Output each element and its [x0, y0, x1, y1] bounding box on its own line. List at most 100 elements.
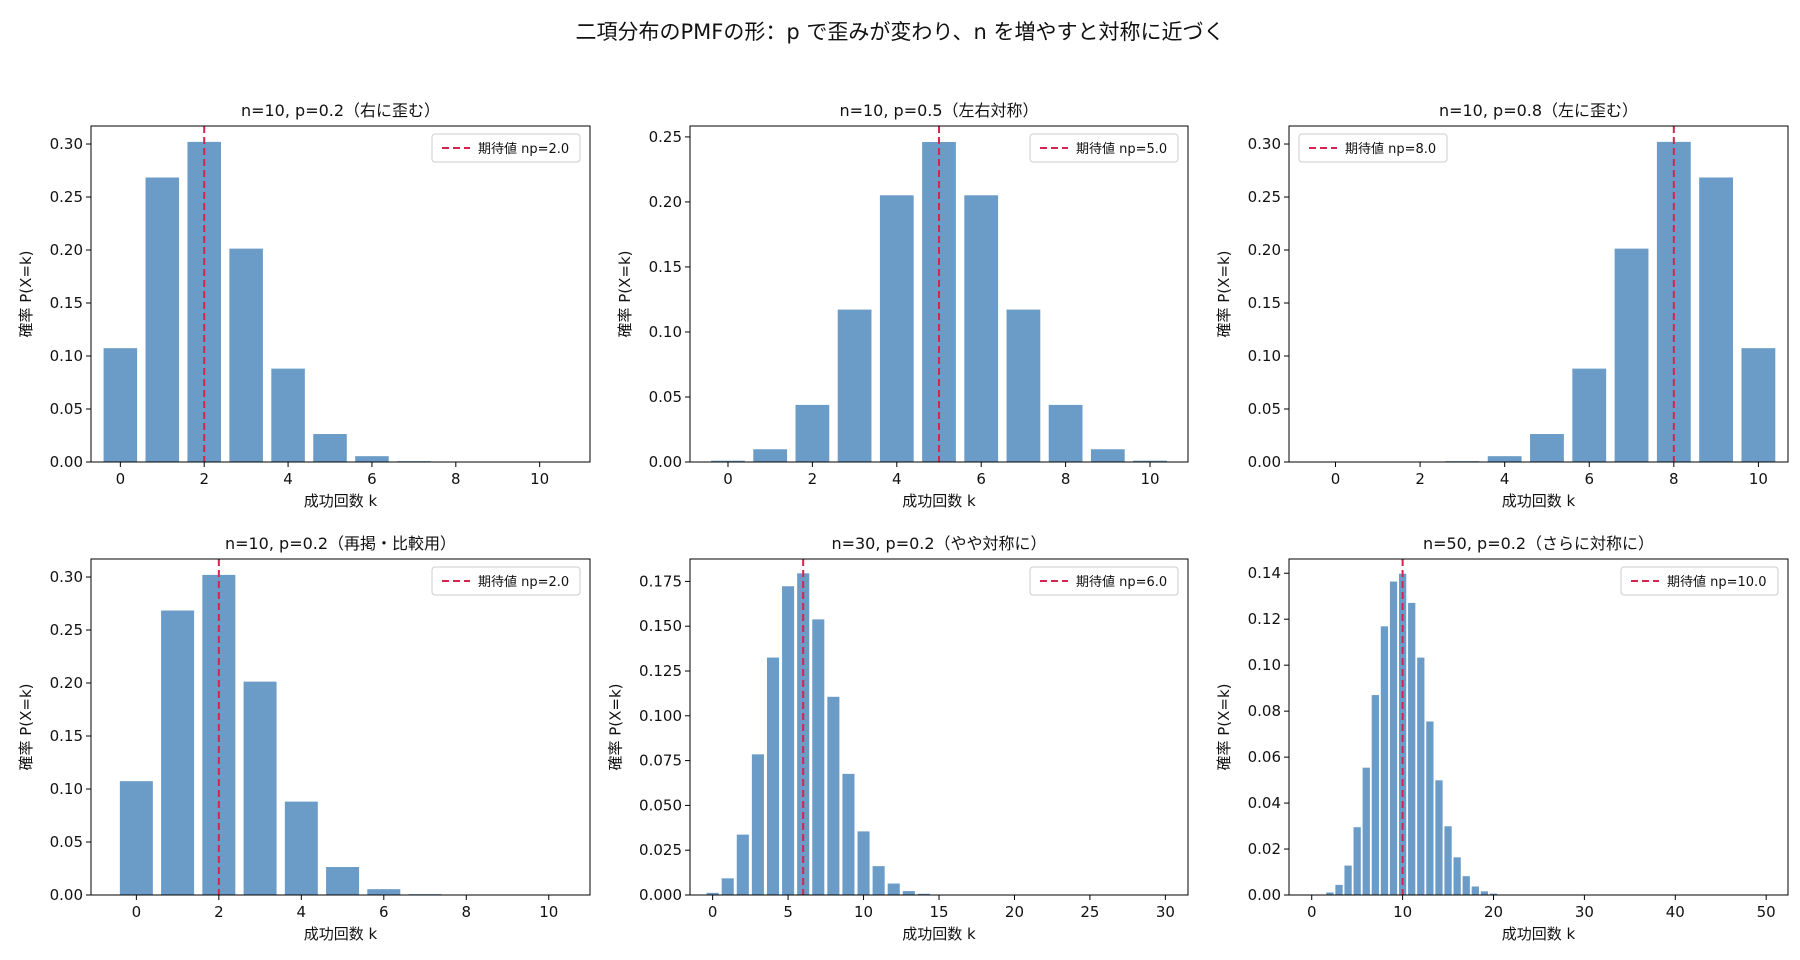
- axes-frame: [1288, 558, 1789, 896]
- panel-1: 0 2 4 6 8 10 0.00 0.05 0.10 0.15 0.20 0.25 0.30 n=10,…: [17, 101, 591, 510]
- x-tick-label: 40: [1666, 903, 1685, 921]
- y-tick-label: 0.00: [50, 886, 83, 904]
- panel-3: 0 2 4 6 8 10 0.00 0.05 0.10 0.15 0.20 0.25 0.30 n=10,…: [1215, 101, 1789, 510]
- y-tick-label: 0.00: [50, 453, 83, 471]
- x-tick-label: 10: [1749, 470, 1768, 488]
- x-tick-label: 20: [1005, 903, 1024, 921]
- x-tick-label: 4: [1500, 470, 1510, 488]
- bar: [1614, 248, 1649, 462]
- bar: [284, 801, 318, 895]
- legend-box: [1620, 566, 1779, 596]
- bar: [145, 177, 180, 462]
- x-tick-label: 30: [1575, 903, 1594, 921]
- figure-title: 二項分布のPMFの形：p で歪みが変わり、n を増やすと対称に近づく: [575, 20, 1224, 44]
- x-tick-label: 0: [116, 470, 126, 488]
- bar: [1489, 893, 1498, 895]
- legend-box: [1029, 133, 1179, 163]
- bar: [1133, 460, 1167, 462]
- y-tick-label: 0.00: [1248, 453, 1281, 471]
- bar: [782, 586, 795, 895]
- x-tick-label: 10: [530, 470, 549, 488]
- y-tick-label: 0.25: [50, 188, 83, 206]
- bar: [1326, 892, 1334, 895]
- panel-title: n=30, p=0.2（やや対称に）: [831, 534, 1046, 553]
- x-axis-label: 成功回数 k: [1502, 492, 1576, 510]
- x-tick-label: 0: [1307, 903, 1317, 921]
- x-tick-label: 30: [1156, 903, 1175, 921]
- y-tick-label: 0.20: [1248, 241, 1281, 259]
- panel-title: n=10, p=0.2（再掲・比較用）: [225, 534, 456, 553]
- bar: [964, 195, 999, 462]
- legend-label: 期待値 np=10.0: [1667, 574, 1766, 590]
- y-tick-label: 0.00: [1248, 886, 1281, 904]
- y-axis-label: 確率 P(X=k): [1215, 250, 1233, 337]
- y-tick-label: 0.05: [1248, 400, 1281, 418]
- bar: [1335, 884, 1343, 895]
- x-tick-label: 8: [1061, 470, 1071, 488]
- bar: [872, 866, 885, 895]
- panel-title: n=10, p=0.2（右に歪む）: [241, 101, 440, 120]
- bar: [795, 404, 830, 462]
- legend-box: [431, 566, 581, 596]
- bar: [1572, 368, 1607, 462]
- x-tick-label: 8: [1669, 470, 1679, 488]
- bar: [1471, 886, 1479, 895]
- bar: [1453, 857, 1461, 895]
- axes-frame: [1288, 125, 1789, 463]
- bar: [917, 893, 930, 895]
- y-tick-label: 0.06: [1248, 748, 1281, 766]
- bar: [751, 754, 764, 895]
- x-axis-label: 成功回数 k: [304, 925, 378, 943]
- bar: [1408, 602, 1416, 895]
- x-tick-label: 6: [976, 470, 986, 488]
- y-tick-label: 0.30: [50, 568, 83, 586]
- x-tick-label: 2: [199, 470, 209, 488]
- y-tick-label: 0.075: [639, 752, 682, 770]
- x-tick-label: 5: [783, 903, 793, 921]
- bar: [1353, 827, 1361, 895]
- panel-title: n=10, p=0.5（左右対称）: [839, 101, 1038, 120]
- y-tick-label: 0.02: [1248, 840, 1281, 858]
- y-tick-label: 0.25: [50, 621, 83, 639]
- x-tick-label: 6: [367, 470, 377, 488]
- x-tick-label: 25: [1080, 903, 1099, 921]
- y-tick-label: 0.08: [1248, 702, 1281, 720]
- bar: [326, 867, 360, 895]
- x-axis-label: 成功回数 k: [902, 492, 976, 510]
- bar: [1417, 657, 1425, 895]
- bar: [1090, 449, 1125, 462]
- y-tick-label: 0.20: [649, 193, 682, 211]
- x-tick-label: 6: [379, 903, 389, 921]
- x-tick-label: 8: [451, 470, 461, 488]
- bar: [1487, 456, 1522, 462]
- y-tick-label: 0.10: [1248, 656, 1281, 674]
- panel-5: 0 5 10 15 20 25 30 0.000 0.025 0.050 0.075 0.100 0.1…: [607, 534, 1189, 943]
- panel-title: n=10, p=0.8（左に歪む）: [1439, 101, 1638, 120]
- y-tick-label: 0.20: [50, 674, 83, 692]
- bar: [1435, 780, 1443, 895]
- panel-6: 0 10 20 30 40 50 0.00 0.02 0.04 0.06 0.08 0.10 0.12 0…: [1215, 534, 1789, 943]
- legend: 期待値 np=5.0: [1029, 133, 1179, 163]
- bar: [1371, 695, 1379, 895]
- legend-label: 期待値 np=6.0: [1076, 574, 1167, 590]
- y-tick-label: 0.000: [639, 886, 682, 904]
- panel-title: n=50, p=0.2（さらに対称に）: [1423, 534, 1654, 553]
- axes-frame: [90, 558, 591, 896]
- bar: [1380, 626, 1389, 895]
- x-tick-label: 4: [283, 470, 293, 488]
- bar: [902, 891, 915, 895]
- y-tick-label: 0.30: [50, 135, 83, 153]
- legend-box: [1029, 566, 1179, 596]
- legend-label: 期待値 np=2.0: [478, 141, 569, 157]
- bar: [243, 681, 277, 895]
- bar: [706, 892, 719, 895]
- bar: [1462, 876, 1470, 895]
- x-tick-label: 2: [808, 470, 818, 488]
- bar: [1048, 404, 1083, 462]
- bar: [229, 248, 263, 462]
- bar: [1480, 891, 1489, 895]
- y-tick-label: 0.10: [50, 347, 83, 365]
- bar: [766, 657, 780, 895]
